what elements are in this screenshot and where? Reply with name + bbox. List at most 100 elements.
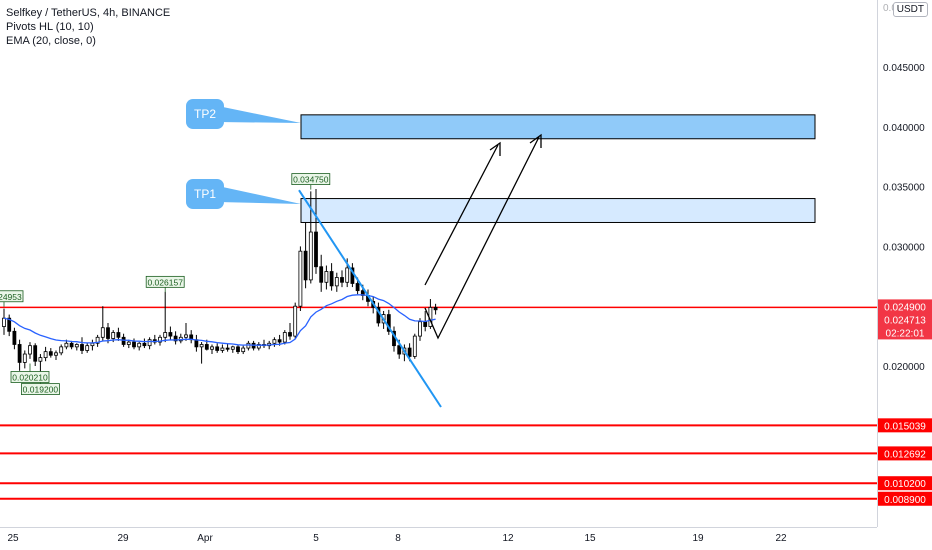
- candle-body: [230, 346, 235, 350]
- candle-body: [38, 357, 43, 362]
- price-badge: [878, 418, 932, 433]
- candle-body: [7, 317, 12, 332]
- price-badge-label: 02:22:01: [886, 328, 925, 339]
- candle-body: [355, 283, 360, 292]
- candle-body: [95, 336, 100, 344]
- candle-body: [28, 345, 32, 355]
- pivot-label: 0.019200: [23, 385, 59, 395]
- candle-body: [2, 317, 6, 327]
- x-tick-label: Apr: [197, 533, 213, 544]
- x-tick-label: 5: [313, 533, 319, 544]
- candle-body: [132, 341, 136, 348]
- candle-body: [241, 347, 246, 353]
- candle-body: [215, 346, 220, 351]
- candle-body: [303, 250, 308, 281]
- x-tick-label: 12: [502, 533, 514, 544]
- price-badge: [878, 325, 932, 340]
- candle-body: [386, 314, 391, 332]
- projection-arrow-1: [424, 144, 499, 286]
- candle-body: [407, 347, 412, 357]
- candle-body: [48, 351, 53, 356]
- candle-body: [334, 277, 339, 287]
- symbol-title: Selfkey / TetherUS, 4h, BINANCE: [6, 7, 171, 19]
- candle-body: [106, 327, 110, 339]
- candle-body: [319, 266, 324, 283]
- candle-body: [126, 341, 131, 345]
- candle-body: [340, 277, 344, 283]
- price-badge: [878, 312, 932, 327]
- candle-body: [412, 335, 417, 357]
- y-tick-label: 0.030000: [883, 242, 925, 253]
- callout-box: [186, 99, 224, 129]
- candle-body: [163, 332, 168, 338]
- price-badge: [878, 491, 932, 506]
- candle-body: [168, 332, 173, 337]
- price-badge-label: 0.010200: [884, 479, 926, 490]
- target-zone-tp1: [300, 198, 816, 223]
- price-badge-label: 0.012692: [884, 449, 926, 460]
- candle-body: [116, 332, 121, 338]
- target-zone-tp2: [300, 114, 816, 140]
- callout-label-tp1: TP1: [194, 187, 216, 201]
- callout-label-tp2: TP2: [194, 107, 216, 121]
- currency-badge[interactable]: USDT: [892, 2, 928, 17]
- candle-body: [85, 345, 90, 351]
- projection-arrow-2: [424, 136, 540, 340]
- plot-area: [0, 0, 877, 527]
- price-badge: [878, 446, 932, 461]
- pivot-label: 0.020210: [12, 372, 48, 382]
- candle-body: [22, 353, 27, 363]
- candle-body: [111, 332, 116, 339]
- price-badge-label: 0.024713: [884, 315, 926, 326]
- candle-body: [80, 344, 84, 351]
- candle-body: [293, 305, 298, 337]
- candle-body: [121, 336, 126, 345]
- candle-body: [236, 346, 240, 353]
- x-tick-label: 15: [584, 533, 596, 544]
- candle-body: [314, 231, 318, 268]
- ema-indicator-label[interactable]: EMA (20, close, 0): [6, 35, 96, 47]
- candle-body: [282, 332, 287, 343]
- candle-body: [64, 342, 69, 348]
- candle-body: [418, 321, 422, 337]
- price-badge-label: 0.015039: [884, 421, 926, 432]
- candle-body: [173, 335, 178, 342]
- callout-pointer: [218, 186, 301, 204]
- candle-body: [204, 344, 209, 350]
- candle-body: [100, 327, 105, 338]
- candle-body: [54, 352, 58, 356]
- callout-box: [186, 179, 224, 209]
- x-tick-label: 25: [7, 533, 19, 544]
- candle-body: [17, 344, 22, 363]
- price-badge: [878, 299, 932, 314]
- callout-pointer: [218, 106, 301, 123]
- candle-body: [225, 347, 230, 350]
- price-badge-label: 0.024900: [884, 302, 926, 313]
- price-badge: [878, 476, 932, 491]
- pivot-label: 0.026157: [147, 277, 183, 287]
- x-tick-label: 8: [395, 533, 401, 544]
- arrowhead-2: [529, 133, 542, 148]
- ema-line: [3, 294, 436, 346]
- y-tick-label: 0.040000: [883, 123, 925, 134]
- candle-body: [12, 330, 17, 345]
- x-tick-label: 29: [117, 533, 129, 544]
- pivots-indicator-label[interactable]: Pivots HL (10, 10): [6, 21, 94, 33]
- chart-legend: Selfkey / TetherUS, 4h, BINANCE Pivots H…: [6, 6, 170, 48]
- candle-body: [423, 321, 428, 327]
- candle-body: [220, 347, 225, 351]
- candle-body: [33, 345, 38, 362]
- candle-body: [272, 339, 277, 344]
- pivot-label: 0.034750: [293, 175, 329, 185]
- candle-body: [308, 231, 313, 281]
- y-tick-label: 0.035000: [883, 183, 925, 194]
- candle-body: [142, 342, 147, 347]
- candle-body: [210, 346, 214, 350]
- candle-body: [199, 344, 204, 348]
- candle-body: [298, 250, 303, 307]
- candle-body: [43, 351, 48, 359]
- candle-body: [69, 342, 74, 348]
- trend-line: [298, 189, 442, 408]
